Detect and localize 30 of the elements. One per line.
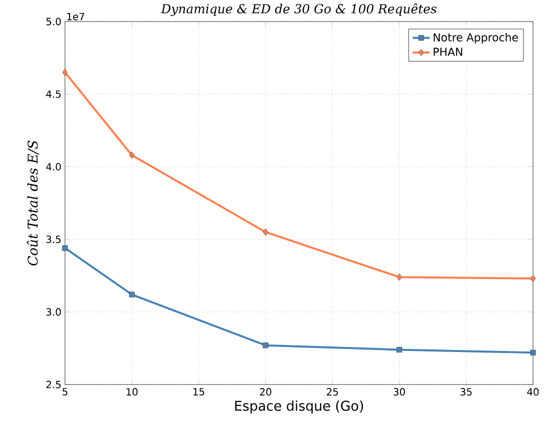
point <box>62 69 68 76</box>
x-tick-label: 20 <box>260 388 272 396</box>
y-tick-label: 2.5 <box>46 380 61 389</box>
legend-label: PHAN <box>434 48 462 56</box>
x-tick-label: 15 <box>193 388 204 396</box>
point <box>530 275 536 282</box>
point <box>262 228 268 236</box>
point <box>396 347 402 353</box>
point <box>129 152 135 159</box>
point <box>262 342 268 348</box>
text: 1e7 <box>67 13 84 21</box>
y-tick-label: 4.0 <box>46 163 61 171</box>
x-tick-label: 40 <box>527 388 539 396</box>
y-tick-label: 3.0 <box>46 308 61 316</box>
y-tick-label: 5.0 <box>46 18 61 26</box>
legend-label: Notre Approche <box>434 33 518 44</box>
y-axis-title: Coût Total des E/S <box>26 140 39 266</box>
y-tick-label: 4.5 <box>46 90 61 98</box>
point <box>129 292 135 298</box>
point <box>530 350 536 356</box>
x-tick-label: 30 <box>394 388 405 396</box>
y-tick-label: 3.5 <box>46 236 61 244</box>
point <box>396 274 402 281</box>
x-tick-label: 10 <box>126 388 138 396</box>
x-tick-label: 35 <box>460 388 472 396</box>
x-tick-label: 5 <box>62 388 68 396</box>
chart-title: Dynamique & ED de 30 Go & 100 Requêtes <box>160 4 436 16</box>
point <box>62 245 68 252</box>
x-tick-label: 25 <box>326 388 338 396</box>
x-axis-title: Espace disque (Go) <box>235 400 363 414</box>
